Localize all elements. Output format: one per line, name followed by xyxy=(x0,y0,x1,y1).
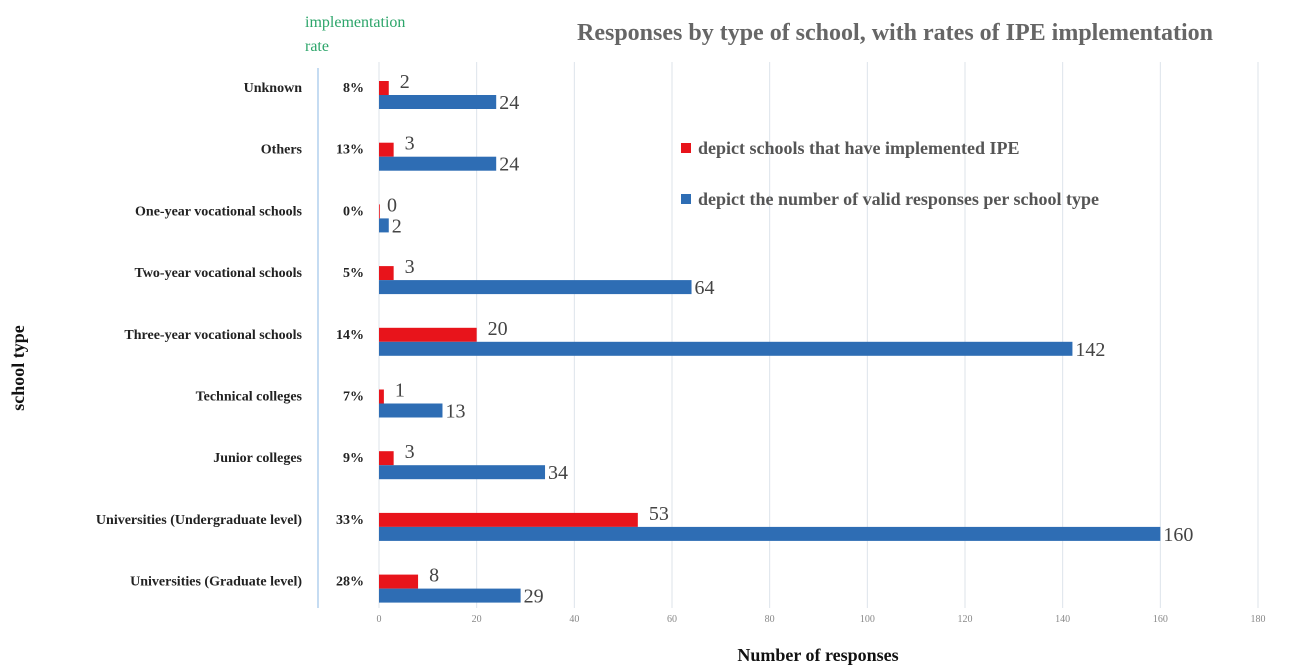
x-tick-label: 80 xyxy=(765,614,775,625)
implemented-value-label: 53 xyxy=(649,503,669,525)
x-axis-title: Number of responses xyxy=(737,645,898,665)
responses-bar xyxy=(379,341,1073,356)
x-tick-label: 100 xyxy=(860,614,875,625)
implemented-bar xyxy=(379,451,394,466)
implementation-rate-label: 0% xyxy=(343,204,364,219)
legend-swatch xyxy=(681,194,691,204)
gridlines xyxy=(378,62,1259,608)
implemented-value-label: 1 xyxy=(395,380,405,402)
rate-header-line2: rate xyxy=(305,38,329,55)
responses-value-label: 13 xyxy=(445,401,465,423)
implemented-bar xyxy=(379,142,394,157)
responses-value-label: 2 xyxy=(392,215,402,237)
chart-title: Responses by type of school, with rates … xyxy=(577,20,1213,46)
implemented-bar xyxy=(379,204,380,219)
implemented-value-label: 0 xyxy=(387,194,397,216)
responses-value-label: 24 xyxy=(499,92,519,114)
implemented-value-label: 20 xyxy=(488,318,508,340)
x-tick-label: 180 xyxy=(1251,614,1266,625)
category-label: Universities (Graduate level) xyxy=(130,575,302,590)
implemented-bar xyxy=(379,389,384,404)
category-label: Technical colleges xyxy=(196,390,303,405)
responses-bar xyxy=(379,526,1161,541)
legend-entry: depict schools that have implemented IPE xyxy=(698,138,1020,158)
implemented-value-label: 3 xyxy=(405,256,415,278)
implemented-bar xyxy=(379,266,394,281)
responses-value-label: 64 xyxy=(695,277,715,299)
responses-bar xyxy=(379,465,546,480)
implemented-value-label: 2 xyxy=(400,71,410,93)
responses-bar xyxy=(379,156,497,171)
implemented-bar xyxy=(379,512,638,527)
implementation-rate-label: 14% xyxy=(336,328,364,343)
rate-header-line1: implementation xyxy=(305,14,405,31)
implementation-rate-label: 28% xyxy=(336,575,364,590)
bars xyxy=(379,81,1161,603)
category-label: Three-year vocational schools xyxy=(124,328,302,343)
implementation-rate-label: 7% xyxy=(343,390,364,405)
responses-value-label: 142 xyxy=(1075,339,1105,361)
responses-bar xyxy=(379,95,497,109)
responses-bar xyxy=(379,588,521,603)
implemented-bar xyxy=(379,81,389,95)
responses-bar xyxy=(379,280,692,295)
implementation-rate-label: 9% xyxy=(343,451,364,466)
category-label: Others xyxy=(261,143,303,158)
implementation-rate-label: 5% xyxy=(343,266,364,281)
category-label: Junior colleges xyxy=(213,451,302,466)
category-label: One-year vocational schools xyxy=(135,204,303,219)
legend-entry: depict the number of valid responses per… xyxy=(698,189,1099,209)
x-tick-label: 60 xyxy=(667,614,677,625)
x-tick-label: 160 xyxy=(1153,614,1168,625)
x-tick-label: 20 xyxy=(472,614,482,625)
responses-value-label: 24 xyxy=(499,154,519,176)
x-tick-label: 120 xyxy=(958,614,973,625)
legend-swatch xyxy=(681,143,691,153)
responses-value-label: 34 xyxy=(548,462,568,484)
x-tick-label: 40 xyxy=(569,614,579,625)
x-tick-label: 140 xyxy=(1055,614,1070,625)
responses-bar xyxy=(379,218,389,233)
implemented-value-label: 3 xyxy=(405,133,415,155)
implementation-rate-label: 33% xyxy=(336,513,364,528)
implemented-bar xyxy=(379,574,419,589)
category-label: Two-year vocational schools xyxy=(135,266,303,281)
category-label: Unknown xyxy=(244,81,303,96)
responses-value-label: 160 xyxy=(1163,524,1193,546)
implementation-rate-label: 8% xyxy=(343,81,364,96)
responses-bar xyxy=(379,403,443,418)
y-axis-title: school type xyxy=(8,325,28,411)
responses-value-label: 29 xyxy=(524,586,544,608)
category-label: Universities (Undergraduate level) xyxy=(96,513,302,528)
implemented-value-label: 8 xyxy=(429,565,439,587)
x-tick-label: 0 xyxy=(377,614,382,625)
implemented-bar xyxy=(379,327,477,342)
implemented-value-label: 3 xyxy=(405,441,415,463)
implementation-rate-label: 13% xyxy=(336,143,364,158)
